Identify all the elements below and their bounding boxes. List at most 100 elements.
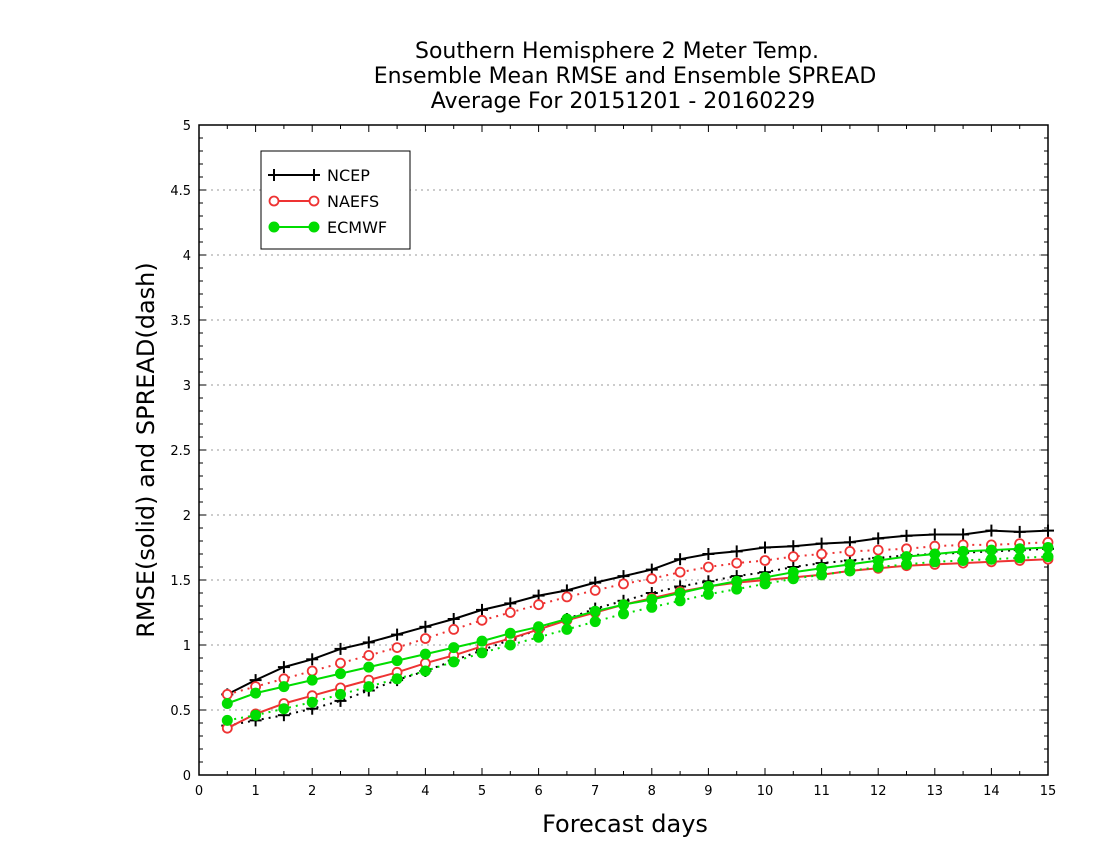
ecmwf-spread-point <box>561 623 573 635</box>
ecmwf-spread-point <box>985 553 997 565</box>
title-line-1: Southern Hemisphere 2 Meter Temp. <box>415 39 819 64</box>
ncep-rmse-point <box>1042 524 1054 537</box>
naefs-spread-point <box>844 546 856 557</box>
naefs-spread-point <box>335 657 346 669</box>
x-tick-label: 2 <box>308 784 316 799</box>
ecmwf-spread-point <box>1042 551 1054 563</box>
legend: NCEP NAEFS ECMWF <box>260 150 411 250</box>
naefs-spread-point <box>787 551 799 562</box>
x-tick-label: 13 <box>927 784 944 799</box>
ncep-rmse-point <box>957 528 970 541</box>
ncep-rmse-point <box>702 548 715 560</box>
naefs-spread-point <box>221 689 233 700</box>
ecmwf-spread-point <box>419 665 431 677</box>
ecmwf-rmse-point <box>957 545 969 557</box>
ncep-rmse-point <box>872 532 885 545</box>
ncep-rmse-point <box>447 613 460 625</box>
naefs-spread-point <box>533 599 544 611</box>
naefs-spread-point <box>476 614 488 626</box>
ecmwf-rmse-point <box>335 668 346 680</box>
naefs-spread-point <box>759 555 771 566</box>
ncep-rmse-point <box>900 529 913 542</box>
legend-item-ecmwf: ECMWF <box>268 218 387 237</box>
naefs-spread-point <box>419 633 431 644</box>
legend-label-naefs: NAEFS <box>327 192 379 211</box>
naefs-rmse-line <box>226 558 1049 730</box>
ecmwf-rmse-point <box>306 674 318 686</box>
ncep-spread-line <box>227 547 1049 727</box>
ecmwf-rmse-point <box>844 558 856 570</box>
naefs-spread-point <box>391 642 403 653</box>
ecmwf-rmse-point <box>363 661 375 673</box>
x-tick-label: 11 <box>813 784 830 799</box>
legend-item-ncep: NCEP <box>268 166 370 185</box>
y-axis-label: RMSE(solid) and SPREAD(dash) <box>132 262 160 638</box>
ecmwf-rmse-point <box>929 548 941 560</box>
ecmwf-spread-point <box>278 703 290 715</box>
ncep-rmse-point <box>730 545 743 558</box>
x-tick-label: 9 <box>704 784 712 799</box>
legend-box <box>260 150 411 250</box>
naefs-spread-point <box>703 561 714 573</box>
x-tick-label: 4 <box>421 784 429 799</box>
ecmwf-spread-point <box>504 639 516 651</box>
ncep-rmse-point <box>306 653 319 666</box>
naefs-spread-point <box>363 650 375 661</box>
y-tick-label: 2 <box>183 509 191 524</box>
ecmwf-rmse-point <box>816 562 828 574</box>
ncep-rmse-point <box>334 642 347 655</box>
x-tick-label: 0 <box>195 784 203 799</box>
x-tick-label: 1 <box>251 784 259 799</box>
ncep-rmse-point <box>476 603 488 616</box>
ncep-rmse-point <box>391 628 404 641</box>
y-tick-label: 3.5 <box>170 314 191 329</box>
title-line-3: Average For 20151201 - 20160229 <box>431 89 816 114</box>
ecmwf-spread-point <box>618 608 629 620</box>
y-tick-label: 4 <box>183 249 191 264</box>
x-tick-label: 14 <box>983 784 1000 799</box>
ecmwf-spread-point <box>221 714 233 726</box>
title-line-2: Ensemble Mean RMSE and Ensemble SPREAD <box>374 64 877 89</box>
legend-marker-ecmwf <box>308 221 320 233</box>
legend-marker-naefs <box>268 195 280 207</box>
ecmwf-rmse-point <box>901 551 912 563</box>
naefs-spread-point <box>872 544 884 556</box>
ncep-rmse-point <box>928 528 941 541</box>
ecmwf-rmse-line <box>226 546 1049 705</box>
ecmwf-spread-line <box>227 555 1049 722</box>
legend-marker-ncep <box>308 169 320 181</box>
x-axis-label: Forecast days <box>542 810 708 838</box>
ecmwf-spread-point <box>448 656 460 668</box>
ecmwf-spread-point <box>533 631 545 643</box>
ecmwf-spread-point <box>391 673 403 685</box>
ecmwf-rmse-point <box>731 575 743 587</box>
ecmwf-rmse-point <box>476 635 488 647</box>
ecmwf-rmse-point <box>618 599 629 611</box>
naefs-spread-point <box>646 573 658 585</box>
ecmwf-rmse-point <box>872 555 884 566</box>
legend-item-naefs: NAEFS <box>268 192 379 211</box>
ecmwf-rmse-point <box>278 681 290 693</box>
ecmwf-series <box>221 542 1054 726</box>
ecmwf-rmse-point <box>504 627 516 639</box>
ncep-rmse-point <box>759 541 771 554</box>
x-tick-label: 15 <box>1040 784 1057 799</box>
x-tick-label: 12 <box>870 784 887 799</box>
y-tick-label: 2.5 <box>170 444 191 459</box>
ecmwf-spread-point <box>957 555 969 566</box>
ncep-rmse-point <box>362 636 375 649</box>
ecmwf-rmse-point <box>985 544 997 556</box>
ncep-series <box>221 524 1054 732</box>
naefs-spread-point <box>674 566 686 578</box>
naefs-spread-point <box>618 578 629 590</box>
ncep-rmse-point <box>815 537 828 550</box>
legend-label-ncep: NCEP <box>327 166 370 185</box>
ecmwf-rmse-point <box>674 587 686 599</box>
y-tick-label: 0.5 <box>170 704 191 719</box>
ecmwf-rmse-point <box>391 655 403 667</box>
chart-title: Southern Hemisphere 2 Meter Temp. Ensemb… <box>374 39 877 114</box>
ecmwf-rmse-point <box>448 642 460 654</box>
naefs-spread-point <box>448 624 460 635</box>
ncep-rmse-point <box>674 553 687 566</box>
naefs-spread-point <box>731 557 743 569</box>
